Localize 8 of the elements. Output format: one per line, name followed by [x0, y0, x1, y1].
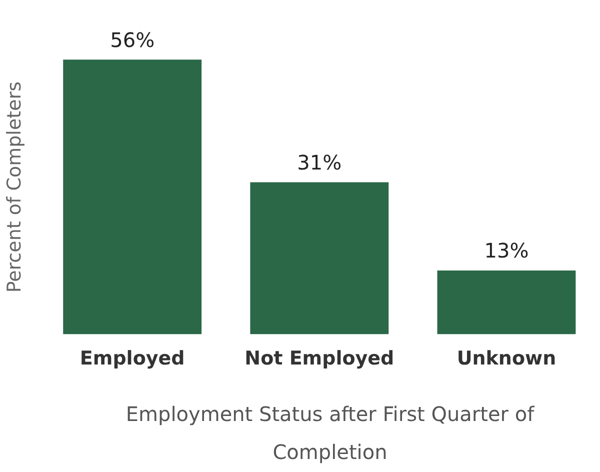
data-label: 56%: [110, 28, 155, 52]
x-axis-title: Employment Status after First Quarter of Completion: [124, 401, 536, 466]
data-label: 31%: [297, 150, 342, 174]
x-tick-label: Employed: [80, 348, 185, 370]
x-tick-label: Not Employed: [244, 348, 394, 370]
data-label: 13%: [484, 238, 529, 263]
x-tick-label: Unknown: [456, 348, 556, 370]
y-axis-title: Percent of Completers: [3, 82, 26, 293]
